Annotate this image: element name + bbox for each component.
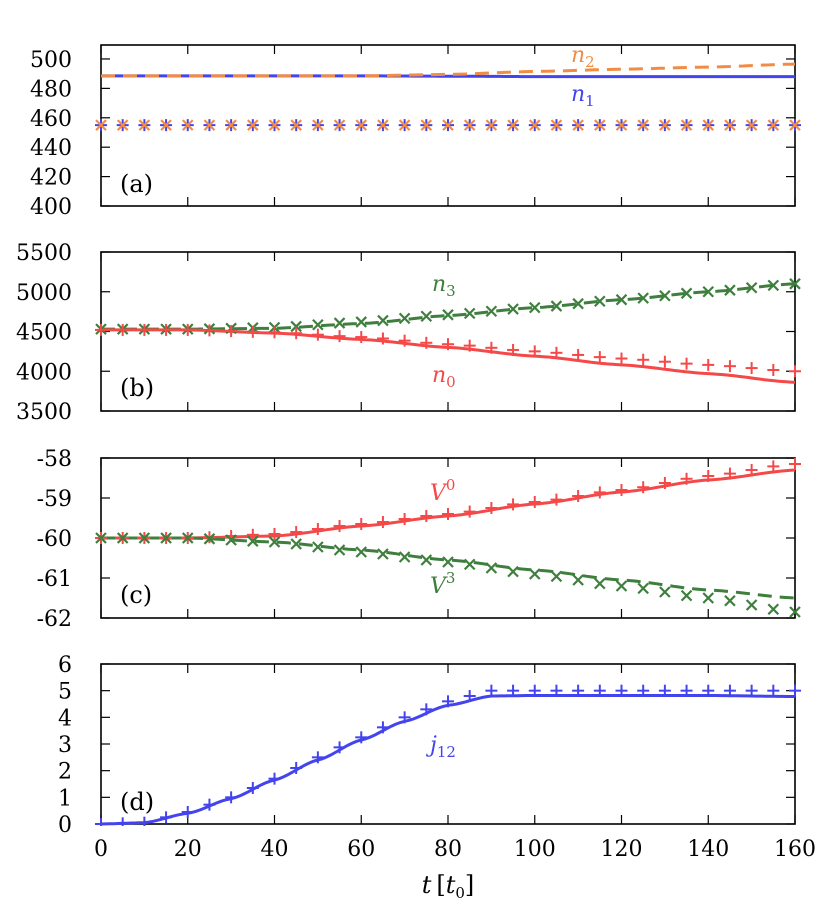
y-tick-label: 4 — [58, 706, 72, 731]
y-tick-label: 1 — [58, 786, 72, 811]
panel-b: 3500 4000 4500 5000 5500 (b) n3 n0 — [16, 241, 801, 425]
y-tick-label: 3 — [58, 733, 72, 758]
y-tick-label: 3500 — [16, 400, 72, 425]
y-tick-label: 460 — [30, 107, 72, 132]
y-tick-label: -59 — [37, 487, 72, 512]
panel-a: 400 420 440 460 480 500 (a) n2 n1 — [30, 43, 801, 220]
x-tick-label: 0 — [94, 837, 108, 862]
series-label-j12: j12 — [425, 733, 456, 761]
x-tick-label: 160 — [774, 837, 816, 862]
y-tick-label: 400 — [30, 195, 72, 220]
x-axis: 0 20 40 60 80 100 120 140 160 — [94, 837, 816, 862]
series-label-V3: V3 — [430, 569, 455, 599]
y-tick-label: -62 — [37, 607, 72, 632]
x-tick-label: 140 — [687, 837, 729, 862]
panel-c: -62 -61 -60 -59 -58 (c) V0 V3 — [37, 447, 801, 632]
y-tick-label: -58 — [37, 447, 72, 472]
series-markers-V0 — [95, 458, 801, 544]
y-tick-label: 0 — [58, 813, 72, 838]
x-axis-title: t [t0] — [422, 871, 475, 902]
y-tick-label: 420 — [30, 166, 72, 191]
series-label-n2: n2 — [571, 43, 595, 71]
panel-label: (a) — [120, 170, 153, 198]
series-label-V0: V0 — [430, 476, 455, 506]
x-tick-label: 60 — [347, 837, 375, 862]
panel-label: (b) — [120, 374, 154, 402]
series-line-V3 — [101, 536, 796, 600]
series-line-n1 — [101, 74, 795, 79]
y-tick-label: -61 — [37, 567, 72, 592]
series-label-n1: n1 — [571, 82, 595, 110]
y-tick-label: 5000 — [16, 281, 72, 306]
y-tick-label: 5500 — [16, 241, 72, 266]
y-tick-label: 4500 — [16, 321, 72, 346]
series-line-n2 — [101, 62, 796, 78]
y-tick-label: 500 — [30, 48, 72, 73]
y-tick-label: 480 — [30, 77, 72, 102]
series-markers-V3 — [95, 532, 801, 618]
y-tick-label: 5 — [58, 680, 72, 705]
x-tick-label: 20 — [174, 837, 202, 862]
series-markers-n3 — [95, 278, 801, 335]
y-tick-label: 6 — [58, 653, 72, 678]
y-tick-label: -60 — [37, 527, 72, 552]
panel-label: (d) — [120, 788, 154, 816]
y-tick-label: 4000 — [16, 360, 72, 385]
x-tick-label: 100 — [514, 837, 556, 862]
series-label-n3: n3 — [432, 272, 456, 300]
y-tick-label: 2 — [58, 760, 72, 785]
series-line-n3 — [101, 282, 796, 331]
series-label-n0: n0 — [432, 363, 456, 391]
y-tick-label: 440 — [30, 136, 72, 161]
series-markers-n2 — [95, 119, 801, 131]
series-markers-j12 — [95, 684, 801, 826]
x-tick-label: 80 — [434, 837, 462, 862]
x-tick-label: 40 — [261, 837, 289, 862]
series-markers-n0 — [95, 323, 801, 378]
panel-label: (c) — [120, 581, 152, 609]
x-axis-title-var: t — [422, 871, 432, 899]
x-tick-label: 120 — [601, 837, 643, 862]
